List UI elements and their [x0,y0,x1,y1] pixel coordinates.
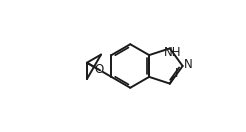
Text: N: N [184,58,193,71]
Text: NH: NH [164,46,181,59]
Text: O: O [94,63,104,76]
Text: I: I [175,67,179,80]
